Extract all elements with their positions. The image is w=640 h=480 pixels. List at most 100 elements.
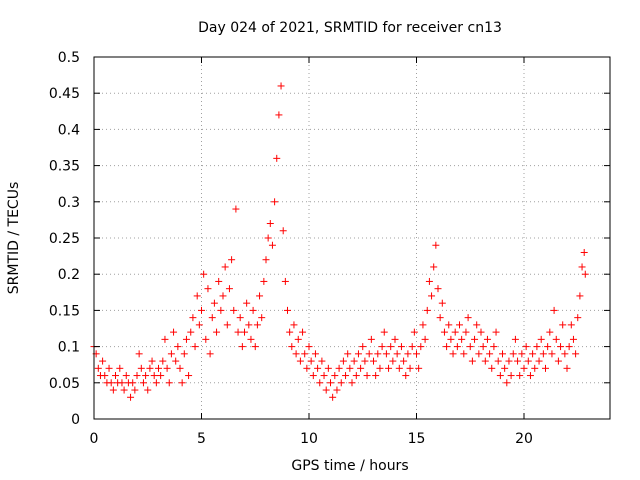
data-point [430, 263, 438, 271]
data-point [174, 343, 182, 351]
data-point [477, 328, 485, 336]
data-point [299, 328, 307, 336]
x-tick-label: 15 [408, 431, 426, 447]
data-point [101, 372, 109, 380]
data-point [415, 364, 423, 372]
data-point [378, 343, 386, 351]
data-point [256, 292, 264, 300]
data-point [133, 372, 141, 380]
data-point [580, 248, 588, 256]
data-point [159, 357, 167, 365]
data-point [346, 364, 354, 372]
data-point [552, 335, 560, 343]
data-point [279, 227, 287, 235]
data-point [167, 350, 175, 358]
data-point [440, 328, 448, 336]
data-point [118, 379, 126, 387]
data-point [208, 314, 216, 322]
data-point [273, 154, 281, 162]
data-point [307, 357, 315, 365]
data-point [428, 292, 436, 300]
data-point [316, 379, 324, 387]
data-point [499, 350, 506, 358]
data-point [520, 364, 528, 372]
y-tick-label: 0.35 [49, 159, 80, 175]
data-point [318, 357, 326, 365]
data-point [423, 306, 431, 314]
data-point [112, 372, 119, 380]
data-point [148, 357, 156, 365]
data-point [581, 270, 589, 278]
data-point [447, 335, 455, 343]
data-point [496, 372, 504, 380]
data-point [232, 205, 240, 213]
data-point [165, 379, 173, 387]
data-point [370, 357, 377, 365]
data-point [236, 314, 244, 322]
y-tick-label: 0.4 [58, 122, 80, 138]
data-point [241, 328, 248, 336]
data-point [178, 379, 186, 387]
data-point [202, 335, 210, 343]
data-point [425, 277, 433, 285]
data-point [533, 343, 541, 351]
data-point [380, 328, 388, 336]
data-point [217, 306, 225, 314]
data-point [511, 335, 519, 343]
data-point [322, 386, 330, 394]
data-point [247, 335, 255, 343]
data-point [387, 343, 395, 351]
data-point [544, 343, 552, 351]
data-point [215, 277, 223, 285]
data-point [578, 263, 586, 271]
data-point [258, 314, 266, 322]
data-point [361, 357, 369, 365]
data-point [393, 350, 401, 358]
data-point [354, 350, 362, 358]
data-point [116, 364, 124, 372]
data-point [494, 357, 502, 365]
data-point [432, 241, 440, 249]
data-point [163, 364, 171, 372]
data-point [157, 372, 165, 380]
data-point [152, 379, 160, 387]
data-point [576, 292, 584, 300]
data-point [460, 350, 468, 358]
data-point [492, 328, 500, 336]
data-point [518, 350, 526, 358]
data-point [385, 364, 393, 372]
data-point [514, 357, 522, 365]
data-point [436, 314, 444, 322]
data-point [456, 321, 463, 329]
data-point [324, 364, 332, 372]
data-point [243, 299, 251, 307]
data-point [438, 299, 446, 307]
data-point [559, 321, 567, 329]
data-point [305, 343, 313, 351]
data-points [90, 82, 589, 401]
data-point [327, 379, 334, 387]
data-point [567, 321, 575, 329]
data-point [357, 364, 365, 372]
data-point [249, 306, 257, 314]
data-point [574, 314, 582, 322]
data-point [251, 343, 259, 351]
data-point [367, 335, 375, 343]
data-point [391, 335, 399, 343]
data-point [548, 350, 556, 358]
data-point [195, 321, 203, 329]
data-point [137, 364, 145, 372]
data-point [481, 357, 489, 365]
data-point [198, 306, 205, 314]
y-tick-label: 0.45 [49, 86, 80, 102]
data-point [105, 364, 113, 372]
data-point [546, 328, 554, 336]
data-point [526, 372, 534, 380]
data-point [144, 386, 152, 394]
data-point [206, 350, 214, 358]
data-point [146, 364, 154, 372]
data-point [365, 350, 373, 358]
data-point [572, 350, 580, 358]
data-point [204, 285, 212, 293]
